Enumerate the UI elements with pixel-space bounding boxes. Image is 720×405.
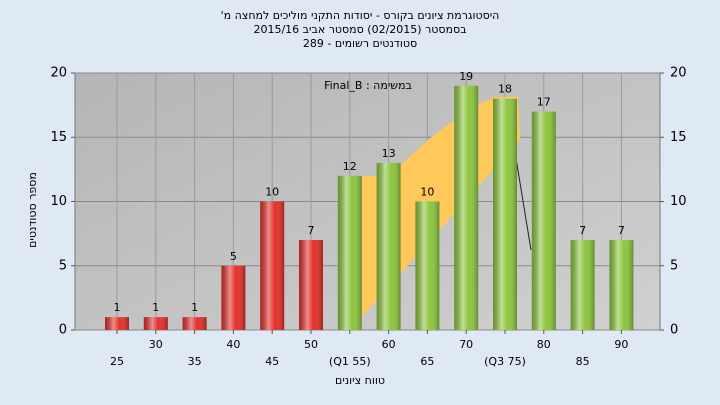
value-label: 19 (459, 70, 473, 83)
y2-tick-label: 0 (670, 323, 678, 338)
value-label: 1 (114, 301, 121, 314)
x-tick-label: 30 (149, 338, 163, 351)
y2-tick-label: 15 (670, 130, 687, 145)
value-label: 5 (230, 250, 237, 263)
x-tick-label: 25 (110, 355, 124, 368)
bar-shine (143, 317, 168, 330)
value-label: 7 (308, 224, 315, 237)
value-label: 1 (191, 301, 198, 314)
bar-shine (105, 317, 129, 330)
bar-shine (454, 85, 479, 330)
value-label: 7 (579, 224, 586, 237)
x-tick-label: 50 (304, 338, 318, 351)
bar-shine (570, 240, 595, 330)
x-tick-label: (Q3 75) (484, 355, 526, 368)
x-tick-label: (Q1 55) (329, 355, 371, 368)
annotation: במשימה : Final_B (324, 79, 412, 92)
x-tick-label: 35 (188, 355, 202, 368)
y-tick-label: 15 (50, 130, 67, 145)
bar-shine (415, 201, 440, 330)
x-tick-label: 80 (537, 338, 551, 351)
value-label: 7 (618, 224, 625, 237)
bar-shine (182, 317, 207, 330)
x-tick-label: 45 (265, 355, 279, 368)
x-tick-label: 70 (459, 338, 473, 351)
value-label: 10 (265, 186, 279, 199)
bar-shine (260, 201, 285, 330)
chart-subtitle: בסמסטר (02/2015) סמסטר אביב 2015/16 (253, 23, 466, 36)
value-label: 17 (537, 96, 551, 109)
bar-shine (531, 111, 556, 330)
value-label: 1 (152, 301, 159, 314)
bar-shine (376, 162, 401, 330)
y-tick-label: 10 (50, 194, 67, 209)
x-tick-label: 85 (576, 355, 590, 368)
y-tick-label: 20 (50, 66, 67, 81)
y2-tick-label: 5 (670, 258, 678, 273)
x-axis-label: טווח ציונים (335, 374, 385, 387)
bar-shine (493, 98, 517, 330)
x-tick-label: 65 (420, 355, 434, 368)
bar-shine (299, 240, 323, 330)
y-tick-label: 0 (59, 323, 67, 338)
value-label: 10 (420, 186, 434, 199)
bar-shine (337, 175, 362, 330)
y-tick-label: 5 (59, 258, 67, 273)
value-label: 12 (343, 160, 357, 173)
bar-shine (609, 240, 634, 330)
x-tick-label: 60 (382, 338, 396, 351)
value-label: 18 (498, 83, 512, 96)
value-label: 13 (382, 147, 396, 160)
x-tick-label: 40 (226, 338, 240, 351)
chart-title: היסטוגרמת ציונים בקורס - יסודות התקני מו… (221, 9, 500, 22)
y-axis-label: מספר סטודנטים (26, 172, 39, 248)
y2-tick-label: 20 (670, 66, 687, 81)
y2-tick-label: 10 (670, 194, 687, 209)
chart-subtitle: סטודנטים רשומים - 289 (303, 37, 417, 50)
x-tick-label: 90 (614, 338, 628, 351)
bar-shine (221, 265, 246, 330)
